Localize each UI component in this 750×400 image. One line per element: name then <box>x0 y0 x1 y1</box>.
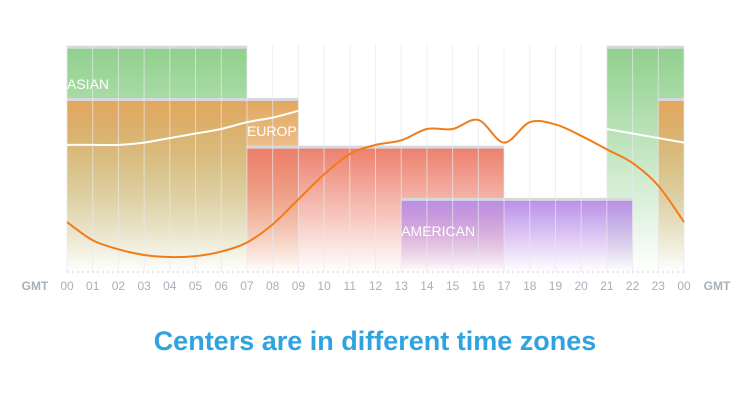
x-tick-label: 08 <box>266 279 280 293</box>
x-tick-label: 00 <box>677 279 691 293</box>
session-band <box>401 199 633 272</box>
x-tick-label: 20 <box>574 279 588 293</box>
x-tick-label: 04 <box>163 279 177 293</box>
grid <box>66 45 685 273</box>
session-band <box>658 99 684 272</box>
x-tick-label: 21 <box>600 279 614 293</box>
x-tick-label: 18 <box>523 279 537 293</box>
x-tick-label: 10 <box>317 279 331 293</box>
x-tick-label: 11 <box>344 279 357 293</box>
x-tick-label: 23 <box>652 279 666 293</box>
x-tick-label: 00 <box>60 279 74 293</box>
x-tick-label: 09 <box>292 279 306 293</box>
x-axis-label: GMT <box>704 279 731 293</box>
x-tick-label: 05 <box>189 279 203 293</box>
line <box>606 128 685 144</box>
x-tick-label: 19 <box>549 279 563 293</box>
x-tick-label: 03 <box>137 279 151 293</box>
x-tick-label: 14 <box>420 279 434 293</box>
session-label: EUROP <box>247 123 297 139</box>
x-axis-label: GMT <box>22 279 49 293</box>
lines <box>66 109 685 259</box>
x-tick-label: 12 <box>369 279 383 293</box>
session-label: ASIAN <box>67 76 109 92</box>
x-tick-label: 02 <box>112 279 126 293</box>
x-tick-label: 06 <box>215 279 229 293</box>
session-label: AMERICAN <box>401 223 475 239</box>
line <box>67 109 299 147</box>
x-tick-label: 13 <box>395 279 409 293</box>
x-tick-label: 16 <box>472 279 486 293</box>
x-tick-label: 17 <box>497 279 511 293</box>
line <box>66 118 685 259</box>
x-tick-label: 07 <box>240 279 254 293</box>
labels: ASIAN EUROP AMERICAN 00 01 02 03 04 05 06 07 08 09 10… <box>60 76 691 293</box>
x-tick-label: 15 <box>446 279 460 293</box>
chart-title: Centers are in different time zones <box>154 326 597 356</box>
x-tick-label: 01 <box>86 279 100 293</box>
x-tick-label: 22 <box>626 279 640 293</box>
